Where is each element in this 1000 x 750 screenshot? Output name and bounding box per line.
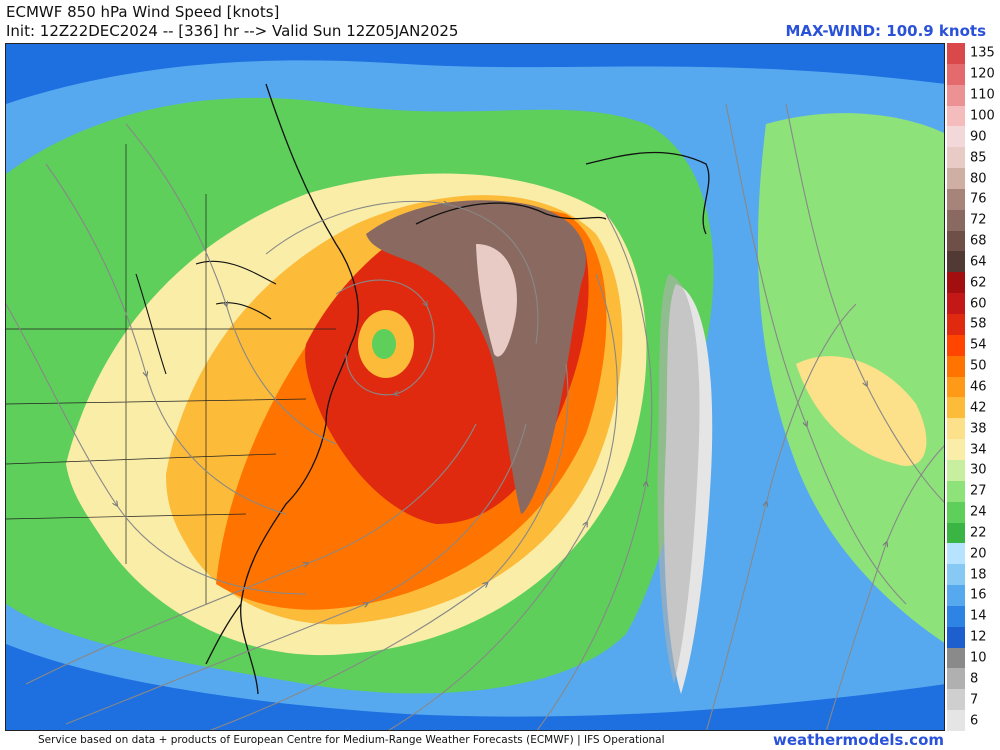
colorbar-swatch xyxy=(947,147,965,169)
colorbar-label: 85 xyxy=(970,150,987,166)
init-valid-time: Init: 12Z22DEC2024 -- [336] hr --> Valid… xyxy=(6,22,459,40)
colorbar-swatch xyxy=(947,293,965,315)
coastline-maritimes xyxy=(415,151,710,235)
streamline xyxy=(706,303,857,730)
colorbar-label: 7 xyxy=(970,692,979,708)
max-wind-readout: MAX-WIND: 100.9 knots xyxy=(785,22,986,40)
colorbar-swatch xyxy=(947,63,965,86)
colorbar-swatch xyxy=(947,585,965,607)
colorbar-swatch xyxy=(947,543,965,565)
colorbar-label: 42 xyxy=(970,400,987,416)
wind-core-pink xyxy=(476,244,517,357)
streamline xyxy=(45,163,287,515)
colorbar-swatch xyxy=(947,188,965,211)
colorbar-label: 62 xyxy=(970,275,987,291)
colorbar-swatch xyxy=(947,230,965,252)
colorbar-label: 80 xyxy=(970,171,987,186)
streamline xyxy=(6,303,307,595)
colorbar-label: 54 xyxy=(970,337,987,353)
colorbar-swatch xyxy=(947,459,965,482)
streamline xyxy=(826,445,944,730)
coastline-east xyxy=(205,83,359,695)
colorbar-swatch xyxy=(947,105,965,127)
colorbar-swatch xyxy=(947,647,965,669)
colorbar-label: 8 xyxy=(970,671,979,687)
streamline xyxy=(388,273,618,730)
colorbar-label: 10 xyxy=(970,650,987,666)
colorbar-label: 64 xyxy=(970,254,987,270)
colorbar-swatch xyxy=(947,84,965,107)
colorbar-swatch xyxy=(947,376,965,398)
colorbar-label: 76 xyxy=(970,191,987,207)
colorbar-swatch xyxy=(947,334,965,357)
colorbar-label: 14 xyxy=(970,608,987,624)
streamline xyxy=(265,201,539,345)
great-lakes xyxy=(135,260,277,375)
colorbar-label: 50 xyxy=(970,358,987,374)
colorbar-label: 100 xyxy=(970,108,995,124)
colorbar-label: 27 xyxy=(970,483,987,499)
colorbar-label: 72 xyxy=(970,212,987,228)
colorbar-swatch xyxy=(947,605,965,628)
storm-eye xyxy=(372,329,396,359)
colorbar-label: 24 xyxy=(970,504,987,520)
colorbar-swatch xyxy=(947,418,965,440)
colorbar-swatch xyxy=(947,689,965,711)
website-link[interactable]: weathermodels.com xyxy=(772,731,944,749)
colorbar-label: 12 xyxy=(970,629,987,645)
colorbar-label: 120 xyxy=(970,66,995,82)
wind-speed-map xyxy=(5,43,945,731)
colorbar-label: 68 xyxy=(970,233,987,249)
colorbar-swatch xyxy=(947,501,965,523)
colorbar-swatch xyxy=(947,355,965,378)
colorbar-swatch xyxy=(947,209,965,232)
colorbar-label: 22 xyxy=(970,525,987,541)
streamline xyxy=(536,213,653,730)
colorbar-label: 34 xyxy=(970,442,987,458)
colorbar-swatch xyxy=(947,564,965,586)
streamline xyxy=(725,103,907,605)
colorbar-swatch xyxy=(947,480,965,503)
colorbar-label: 38 xyxy=(970,421,987,437)
colorbar-swatch xyxy=(947,126,965,148)
streamline xyxy=(25,423,477,685)
colorbar-label: 90 xyxy=(970,129,987,145)
colorbar-swatch xyxy=(947,668,965,690)
colorbar-swatch xyxy=(947,397,965,419)
colorbar-swatch xyxy=(947,522,965,544)
colorbar-label: 110 xyxy=(970,87,995,103)
streamline xyxy=(65,423,527,725)
colorbar-label: 6 xyxy=(970,713,979,729)
colorbar-swatch xyxy=(947,710,965,732)
colorbar-swatch xyxy=(947,168,965,190)
streamline xyxy=(125,123,337,445)
wind-speed-colorbar xyxy=(947,43,965,732)
colorbar-swatch xyxy=(947,272,965,294)
east-jet-yellow xyxy=(796,356,927,466)
chart-title: ECMWF 850 hPa Wind Speed [knots] xyxy=(6,3,280,21)
wind-core-brown xyxy=(366,200,586,514)
colorbar-swatch xyxy=(947,43,965,65)
colorbar-label: 46 xyxy=(970,379,987,395)
streamline xyxy=(335,279,435,395)
colorbar-label: 60 xyxy=(970,296,987,312)
colorbar-swatch xyxy=(947,626,965,649)
colorbar-swatch xyxy=(947,439,965,461)
colorbar-label: 16 xyxy=(970,587,987,603)
colorbar-label: 30 xyxy=(970,462,987,478)
colorbar-label: 135 xyxy=(970,45,995,61)
colorbar-label: 58 xyxy=(970,316,987,332)
streamline xyxy=(785,103,944,503)
calm-band-grey xyxy=(657,274,700,684)
colorbar-swatch xyxy=(947,251,965,273)
colorbar-swatch xyxy=(947,314,965,336)
colorbar-label: 18 xyxy=(970,567,987,583)
streamline xyxy=(209,363,569,730)
colorbar-label: 20 xyxy=(970,546,987,562)
data-credit: Service based on data + products of Euro… xyxy=(38,734,665,746)
